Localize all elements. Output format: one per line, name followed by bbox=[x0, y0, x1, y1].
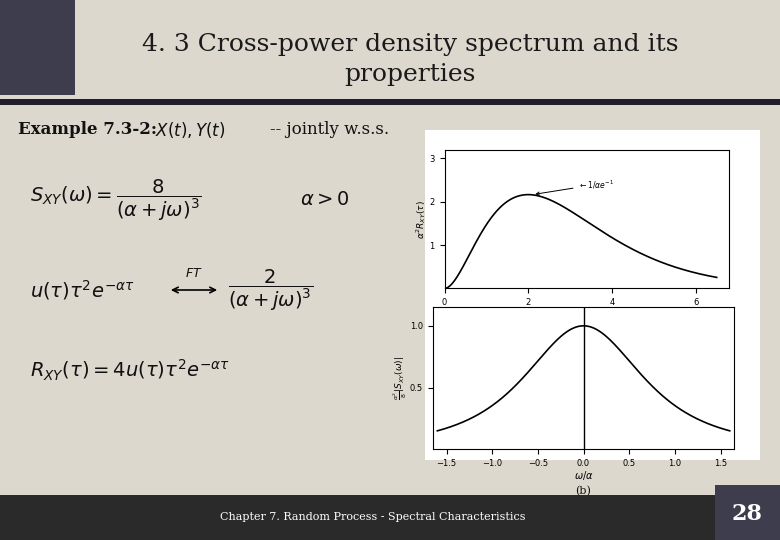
Bar bbox=[0, 0, 75, 95]
Text: $FT$: $FT$ bbox=[185, 267, 203, 280]
Text: $\alpha > 0$: $\alpha > 0$ bbox=[300, 191, 349, 209]
Text: 4. 3 Cross-power density spectrum and its: 4. 3 Cross-power density spectrum and it… bbox=[142, 33, 679, 57]
Y-axis label: $\alpha^2 R_{XY}(\tau)$: $\alpha^2 R_{XY}(\tau)$ bbox=[414, 200, 428, 239]
Text: $\leftarrow 1/\alpha e^{-1}$: $\leftarrow 1/\alpha e^{-1}$ bbox=[537, 178, 615, 195]
Bar bbox=[425, 130, 760, 460]
Bar bbox=[0, 495, 720, 540]
X-axis label: $\alpha\tau$: $\alpha\tau$ bbox=[580, 308, 594, 319]
Text: properties: properties bbox=[344, 64, 476, 86]
Bar bbox=[0, 99, 780, 105]
Y-axis label: $\frac{\alpha^2}{8}|S_{XY}(\omega)|$: $\frac{\alpha^2}{8}|S_{XY}(\omega)|$ bbox=[391, 356, 409, 400]
Text: (b): (b) bbox=[576, 487, 591, 497]
Text: Example 7.3-2:: Example 7.3-2: bbox=[18, 122, 157, 138]
Text: $R_{XY}(\tau) = 4u(\tau)\tau^2 e^{-\alpha\tau}$: $R_{XY}(\tau) = 4u(\tau)\tau^2 e^{-\alph… bbox=[30, 357, 230, 383]
Text: $S_{XY}(\omega) = \dfrac{8}{(\alpha + j\omega)^3}$: $S_{XY}(\omega) = \dfrac{8}{(\alpha + j\… bbox=[30, 177, 201, 223]
Text: $\dfrac{2}{(\alpha + j\omega)^3}$: $\dfrac{2}{(\alpha + j\omega)^3}$ bbox=[228, 267, 314, 313]
Text: -- jointly w.s.s.: -- jointly w.s.s. bbox=[270, 122, 389, 138]
X-axis label: $\omega/\alpha$: $\omega/\alpha$ bbox=[573, 469, 594, 482]
Text: 28: 28 bbox=[732, 503, 763, 525]
Text: Chapter 7. Random Process - Spectral Characteristics: Chapter 7. Random Process - Spectral Cha… bbox=[220, 512, 526, 523]
Bar bbox=[715, 485, 780, 540]
Text: (a): (a) bbox=[580, 319, 594, 329]
Text: $X(t), Y(t)$: $X(t), Y(t)$ bbox=[155, 120, 225, 140]
Text: $u(\tau)\tau^2 e^{-\alpha\tau}$: $u(\tau)\tau^2 e^{-\alpha\tau}$ bbox=[30, 278, 135, 302]
